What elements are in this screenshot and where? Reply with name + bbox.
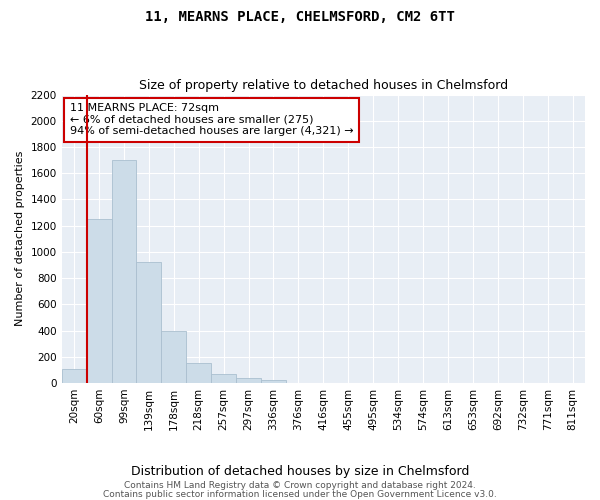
Bar <box>136 262 161 383</box>
Text: Distribution of detached houses by size in Chelmsford: Distribution of detached houses by size … <box>131 465 469 478</box>
Text: 11, MEARNS PLACE, CHELMSFORD, CM2 6TT: 11, MEARNS PLACE, CHELMSFORD, CM2 6TT <box>145 10 455 24</box>
Bar <box>112 160 136 383</box>
Bar <box>261 380 286 383</box>
Text: Contains HM Land Registry data © Crown copyright and database right 2024.: Contains HM Land Registry data © Crown c… <box>124 481 476 490</box>
Title: Size of property relative to detached houses in Chelmsford: Size of property relative to detached ho… <box>139 79 508 92</box>
Text: Contains public sector information licensed under the Open Government Licence v3: Contains public sector information licen… <box>103 490 497 499</box>
Bar <box>186 364 211 383</box>
Bar <box>161 330 186 383</box>
Bar <box>236 378 261 383</box>
Text: 11 MEARNS PLACE: 72sqm
← 6% of detached houses are smaller (275)
94% of semi-det: 11 MEARNS PLACE: 72sqm ← 6% of detached … <box>70 103 353 136</box>
Bar <box>211 374 236 383</box>
Y-axis label: Number of detached properties: Number of detached properties <box>15 151 25 326</box>
Bar <box>62 368 86 383</box>
Bar <box>86 219 112 383</box>
